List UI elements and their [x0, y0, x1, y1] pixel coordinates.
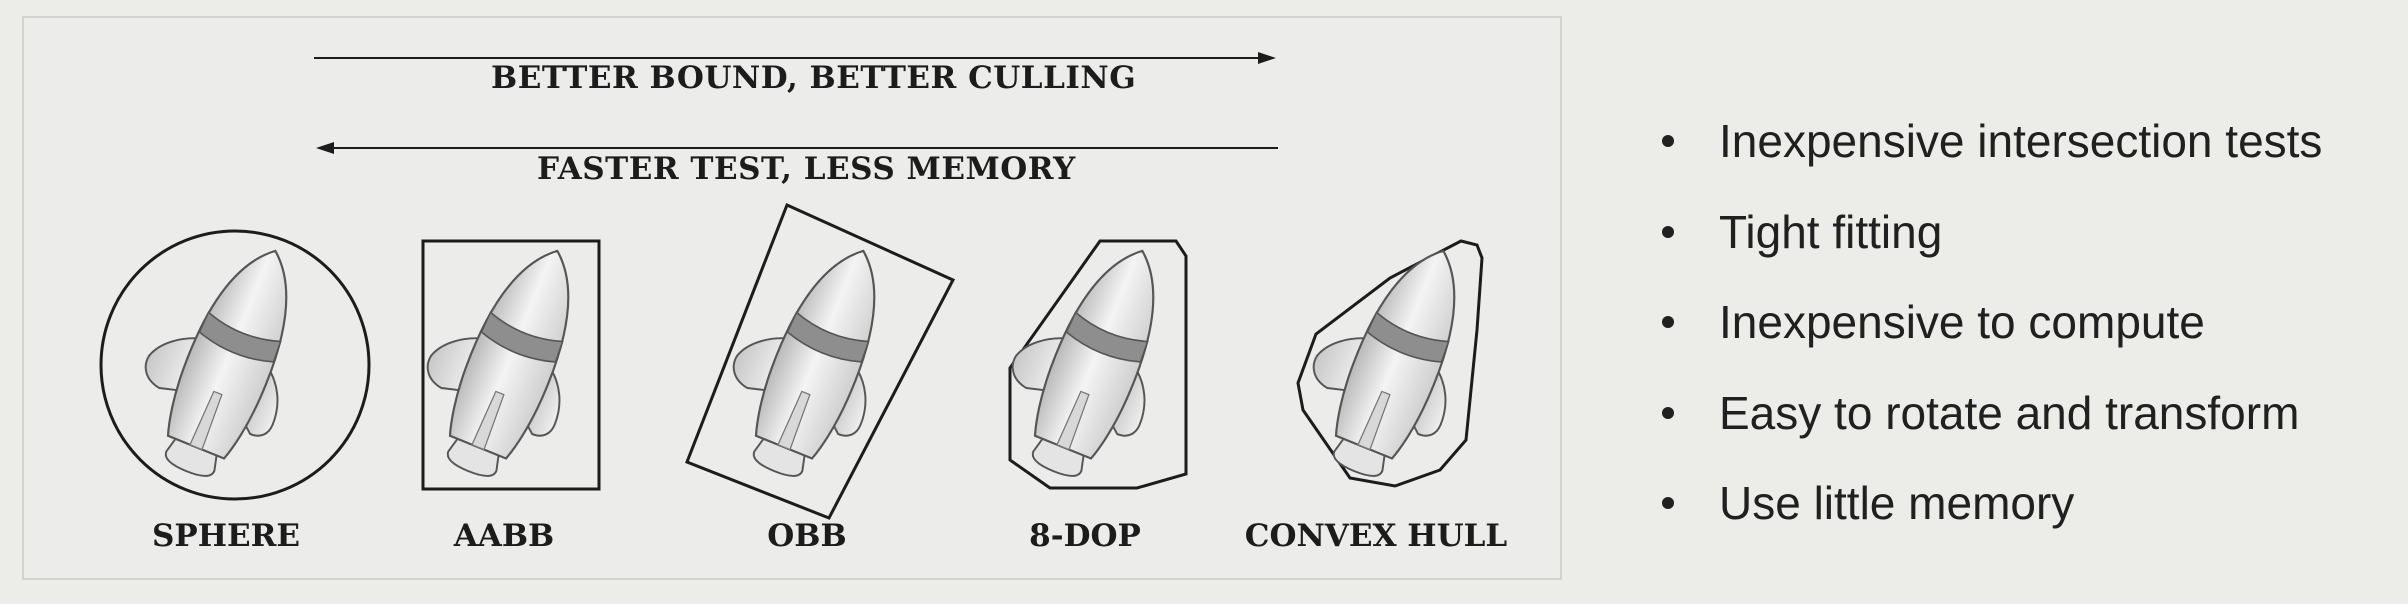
aabb-shape	[394, 220, 617, 496]
label-sphere: SPHERE	[151, 518, 301, 554]
bullet-text: Inexpensive to compute	[1719, 296, 2205, 349]
sphere-shape	[99, 220, 371, 501]
bullet-item: Use little memory	[1662, 458, 2322, 549]
label-8dop: 8-DOP	[1029, 518, 1141, 554]
label-obb: OBB	[767, 518, 847, 554]
bullet-list: Inexpensive intersection tests Tight fit…	[1662, 96, 2322, 549]
arrow-right	[314, 52, 1276, 64]
bullet-text: Use little memory	[1719, 477, 2075, 530]
bullet-item: Inexpensive intersection tests	[1662, 96, 2322, 187]
label-aabb: AABB	[453, 518, 555, 554]
8dop-shape	[979, 220, 1202, 496]
bullet-text: Easy to rotate and transform	[1719, 386, 2300, 439]
convex-hull-shape	[1280, 220, 1503, 496]
arrow-left	[316, 142, 1278, 154]
arrow-bottom-label: FASTER TEST, LESS MEMORY	[537, 151, 1076, 187]
obb-shape	[685, 202, 956, 520]
label-convex-hull: CONVEX HULL	[1244, 518, 1508, 554]
bullet-dot-icon	[1662, 316, 1674, 329]
bullet-item: Tight fitting	[1662, 187, 2322, 278]
bullet-dot-icon	[1662, 135, 1674, 148]
bounding-volume-diagram	[99, 52, 1503, 520]
arrow-top-label: BETTER BOUND, BETTER CULLING	[491, 60, 1137, 96]
bullet-dot-icon	[1662, 225, 1674, 238]
bullet-item: Inexpensive to compute	[1662, 277, 2322, 368]
bullet-text: Tight fitting	[1719, 205, 1943, 258]
bullet-text: Inexpensive intersection tests	[1719, 115, 2323, 168]
bullet-item: Easy to rotate and transform	[1662, 368, 2322, 459]
bullet-dot-icon	[1662, 497, 1674, 510]
bullet-dot-icon	[1662, 406, 1674, 419]
